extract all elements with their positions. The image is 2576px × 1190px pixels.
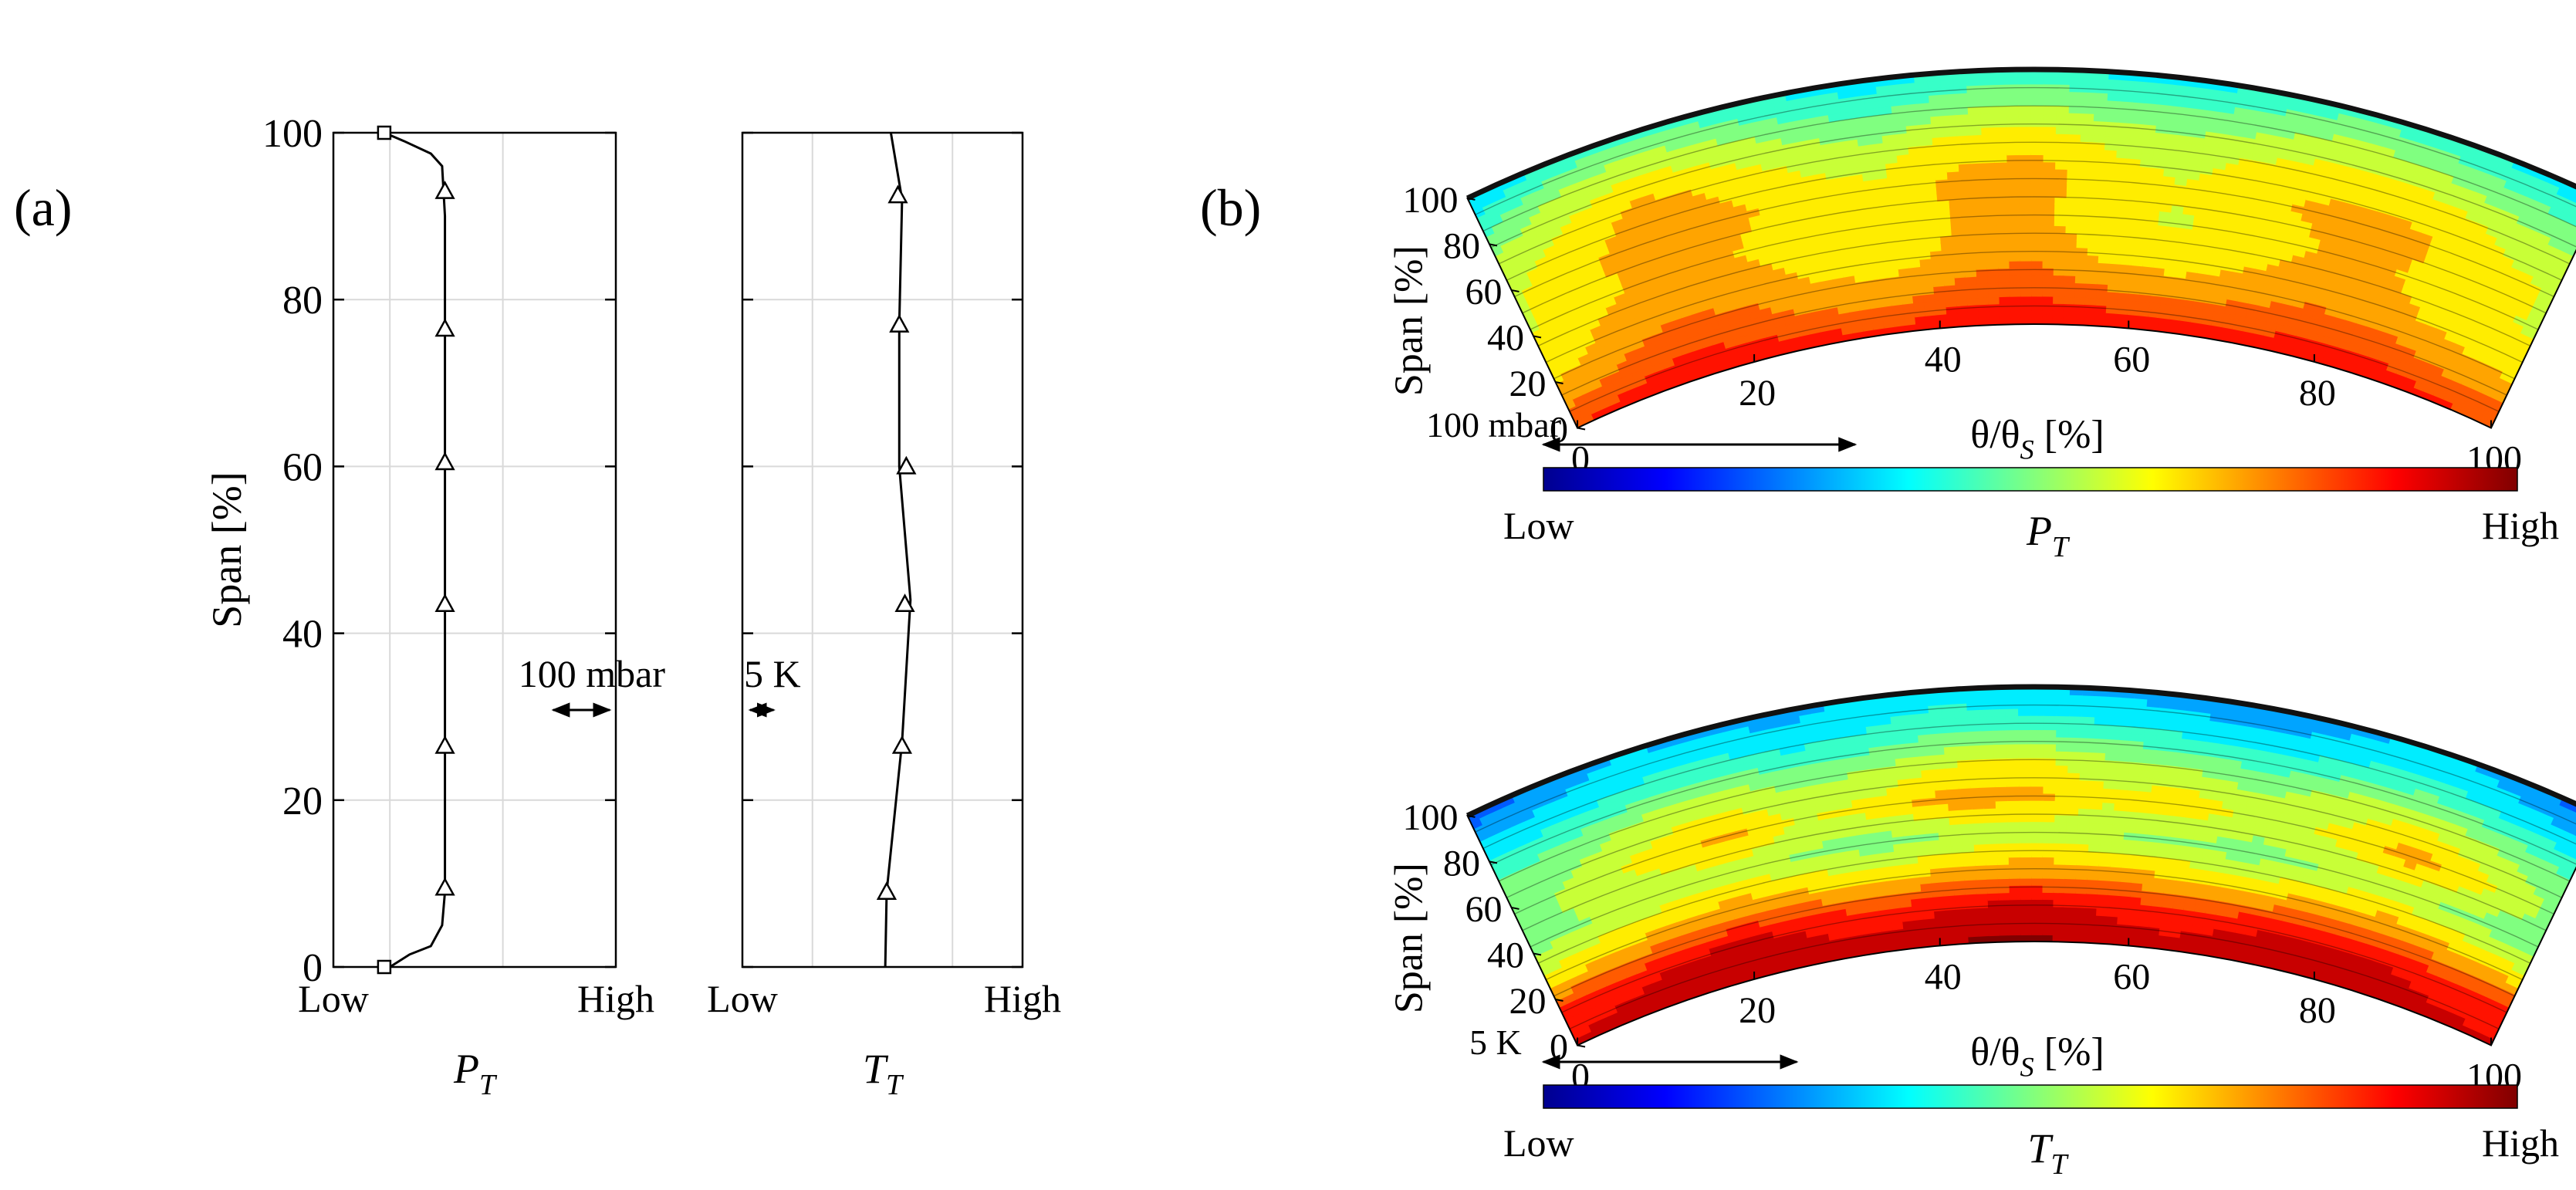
y-tick-label: 80 (1443, 225, 1480, 266)
contour-line (1569, 305, 2500, 412)
y-tick-label: 20 (1509, 363, 1547, 404)
y-tick (1489, 243, 1498, 247)
contour-cell (2565, 198, 2576, 215)
triangle-marker (896, 455, 917, 475)
scale-bar-label: 100 mbar (519, 652, 666, 695)
y-tick-label: 20 (282, 779, 323, 823)
colorbar-low-label: Low (1503, 504, 1574, 547)
y-tick (1511, 289, 1520, 292)
y-tick-label: 0 (303, 946, 323, 990)
triangle-marker (891, 735, 913, 754)
contour-line (1482, 105, 2576, 232)
y-tick (1467, 197, 1476, 201)
y-tick-label: 100 (1402, 180, 1458, 221)
square-marker (377, 959, 392, 975)
panel-label-b: (b) (1200, 178, 1261, 237)
contour-cell (2562, 204, 2576, 221)
square-marker (377, 125, 392, 140)
contour-line (1545, 251, 2524, 363)
triangle-marker (434, 735, 455, 754)
y-tick-label: 80 (282, 279, 323, 323)
triangle-marker (876, 881, 898, 900)
colorbar-title: PT (2026, 508, 2071, 563)
colorbar-high-label: High (2482, 504, 2559, 547)
scale-bar-label: 100 mbar (1426, 405, 1561, 445)
x-axis-label: θ/θS [%] (1970, 413, 2104, 465)
x-axis-label: PT (453, 1046, 498, 1101)
contour-cell (2568, 222, 2576, 239)
x-tick-label-low: Low (298, 977, 369, 1020)
contour-line (1498, 141, 2571, 265)
contour-cell (2561, 235, 2576, 252)
colorbar (1543, 467, 2518, 492)
contour-field (1467, 687, 2576, 1046)
triangle-marker (887, 184, 908, 204)
triangle-marker (889, 314, 910, 333)
scale-bar-label: 5 K (744, 652, 801, 695)
tip-wall (1465, 66, 2576, 201)
y-tick (1533, 335, 1542, 339)
x-tick-label: 80 (2299, 373, 2336, 414)
y-tick-label: 40 (1487, 317, 1524, 358)
pt-profile-plot: 0 20 40 60 80 100 Span [%] Low High PT 100 mbar (204, 112, 665, 1101)
contour-field (1467, 69, 2576, 428)
y-axis-label: Span [%] (1388, 245, 1432, 396)
contour-line (1490, 123, 2576, 248)
y-tick-label: 40 (282, 613, 323, 657)
profile-line (384, 131, 447, 969)
plot-frame (741, 131, 1024, 969)
x-axis-label: TT (863, 1046, 904, 1101)
contour-line (1514, 177, 2554, 298)
contour-line (1530, 214, 2539, 330)
triangle-marker (434, 877, 455, 896)
x-tick-label: 20 (1739, 373, 1776, 414)
triangle-marker (434, 318, 455, 337)
contour-line (1537, 232, 2531, 347)
triangle-marker (434, 181, 455, 199)
x-tick-label-high: High (984, 977, 1061, 1020)
contour-cell (2568, 191, 2576, 208)
tt-profile-plot: Low High TT 5 K (707, 131, 1061, 1101)
contour-line (1475, 86, 2576, 215)
x-tick-label-high: High (577, 977, 654, 1020)
y-tick-label: 100 (262, 112, 323, 156)
x-tick-label: 60 (2113, 339, 2150, 380)
plot-frame (332, 131, 617, 969)
panel-label-a: (a) (14, 178, 72, 237)
triangle-marker (434, 593, 455, 613)
contour-line (1522, 196, 2547, 314)
triangle-marker (894, 593, 915, 613)
y-tick (1555, 380, 1564, 384)
profile-line (884, 132, 912, 968)
x-tick-label: 40 (1925, 339, 1962, 380)
contour-line (1553, 269, 2515, 380)
y-tick-label: 60 (1465, 272, 1502, 313)
contour-line (1506, 160, 2562, 281)
y-tick-label: 60 (282, 445, 323, 489)
y-tick (1577, 427, 1586, 431)
x-tick-label-low: Low (707, 977, 778, 1020)
triangle-marker (434, 451, 455, 471)
contour-cell (2564, 228, 2576, 245)
contour-line (1561, 287, 2507, 396)
y-axis-label: Span [%] (204, 472, 250, 627)
